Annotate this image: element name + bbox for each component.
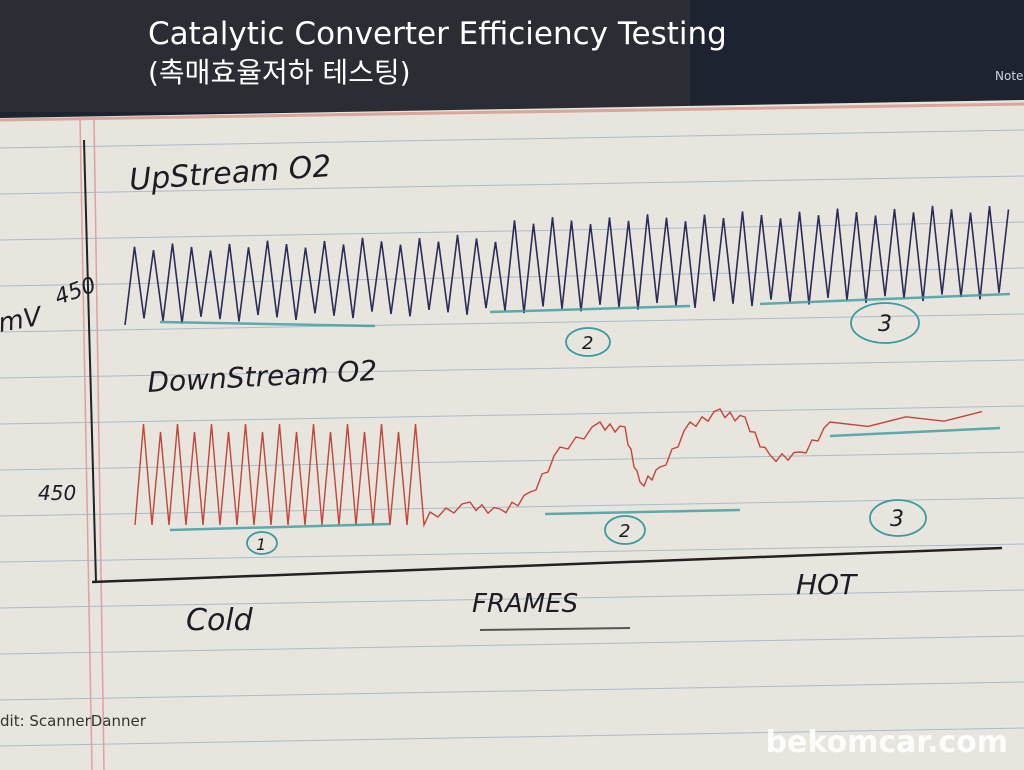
ruled-line — [0, 635, 1024, 655]
ruled-line — [0, 267, 1024, 287]
ruled-line — [0, 543, 1024, 563]
marker-circle — [604, 515, 646, 545]
underline — [759, 292, 1011, 306]
downstream-level: 450 — [38, 481, 76, 505]
underline — [479, 627, 631, 631]
ruled-line — [0, 451, 1024, 471]
underline — [829, 426, 1001, 438]
downstream-marker: 2 — [619, 521, 630, 542]
marker-circle — [246, 531, 278, 555]
downstream-marker: 1 — [256, 535, 266, 554]
ruled-line — [0, 129, 1024, 149]
y-axis — [83, 139, 97, 583]
downstream-waveform — [134, 408, 983, 528]
upstream-marker: 3 — [878, 312, 892, 337]
underline — [159, 320, 376, 328]
ruled-line — [0, 589, 1024, 609]
marker-circles — [246, 302, 927, 555]
marker-circle — [850, 302, 920, 344]
marker-circle — [869, 499, 927, 537]
ruled-line — [0, 359, 1024, 379]
underline — [544, 508, 741, 516]
subtitle: (촉매효율저하 테스팅) — [148, 56, 411, 89]
note-label: Note — [995, 69, 1023, 83]
margin-line — [93, 117, 105, 770]
title-panel — [0, 0, 690, 112]
ruled-line — [0, 175, 1024, 195]
downstream-marker: 3 — [890, 507, 904, 532]
hot-label: HOT — [796, 568, 858, 601]
title: Catalytic Converter Efficiency Testing — [148, 16, 727, 52]
ruled-line — [0, 405, 1024, 425]
watermark: bekomcar.com — [766, 725, 1008, 760]
upstream-marker: 2 — [582, 333, 593, 354]
marker-circle — [565, 327, 611, 357]
underline — [489, 304, 691, 314]
ruled-line — [0, 221, 1024, 241]
x-label: FRAMES — [472, 589, 578, 619]
x-axis — [91, 546, 1003, 584]
credit: dit: ScannerDanner — [0, 712, 147, 730]
ruled-line — [0, 727, 1024, 747]
margin-line — [79, 117, 93, 770]
underlines — [159, 292, 1011, 631]
cold-label: Cold — [186, 603, 254, 638]
upstream-waveform — [124, 205, 1010, 326]
underline — [169, 522, 391, 532]
ruled-line — [0, 681, 1024, 701]
paper-edge — [0, 102, 1024, 122]
